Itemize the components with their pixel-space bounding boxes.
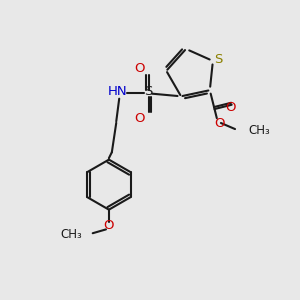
Text: HN: HN bbox=[108, 85, 128, 98]
Text: O: O bbox=[135, 62, 145, 75]
Text: O: O bbox=[214, 117, 224, 130]
Text: S: S bbox=[145, 85, 153, 98]
Text: S: S bbox=[214, 53, 222, 66]
Text: O: O bbox=[135, 112, 145, 125]
Text: O: O bbox=[225, 101, 236, 114]
Text: CH₃: CH₃ bbox=[61, 228, 82, 241]
Text: CH₃: CH₃ bbox=[249, 124, 270, 137]
Text: O: O bbox=[104, 219, 114, 232]
